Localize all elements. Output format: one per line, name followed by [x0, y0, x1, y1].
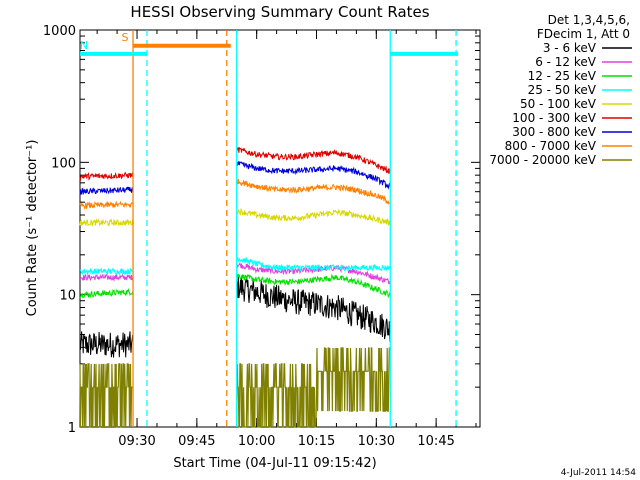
series-line — [79, 331, 134, 358]
y-tick-label: 1000 — [43, 24, 76, 39]
mode-marker-label: N — [80, 39, 88, 52]
series-line — [236, 146, 391, 174]
x-tick-label: 09:30 — [118, 434, 155, 449]
legend-header-line: Det 1,3,4,5,6, — [548, 13, 630, 27]
legend-entry-label: 800 - 7000 keV — [505, 139, 597, 153]
series-line — [236, 160, 391, 190]
x-tick-label: 10:15 — [298, 434, 335, 449]
legend-entry-label: 12 - 25 keV — [528, 69, 597, 83]
legend-header-line: FDecim 1, Att 0 — [537, 27, 630, 41]
series-line — [236, 273, 391, 299]
y-tick-label: 10 — [59, 289, 76, 304]
legend-entry-label: 50 - 100 keV — [520, 97, 597, 111]
series-line — [236, 275, 391, 342]
series-line — [236, 208, 391, 226]
legend-entry-label: 100 - 300 keV — [512, 111, 596, 125]
timestamp: 4-Jul-2011 14:54 — [561, 468, 637, 478]
series-line — [79, 171, 134, 182]
legend-entry-label: 6 - 12 keV — [535, 55, 597, 69]
legend-entry-label: 7000 - 20000 keV — [489, 153, 596, 167]
legend-entry-label: 3 - 6 keV — [543, 41, 597, 55]
chart-title: HESSI Observing Summary Count Rates — [130, 3, 429, 21]
y-tick-label: 1 — [68, 421, 76, 436]
x-tick-label: 09:45 — [178, 434, 215, 449]
x-tick-label: 10:00 — [238, 434, 275, 449]
legend-entry-label: 25 - 50 keV — [528, 83, 597, 97]
legend-entry-label: 300 - 800 keV — [512, 125, 596, 139]
series-line — [236, 261, 391, 285]
x-tick-label: 10:45 — [417, 434, 454, 449]
series-line — [79, 186, 134, 195]
y-axis-label: Count Rate (s⁻¹ detector⁻¹) — [25, 140, 40, 317]
series-line — [79, 363, 133, 428]
series-line — [79, 218, 134, 227]
mode-marker-label: S — [122, 31, 129, 44]
plot-frame — [79, 29, 481, 428]
series-line — [236, 347, 390, 428]
plot-area: 1 10 100 1000 09:30 09:45 10:00 10:15 10:30 10:45… — [43, 24, 481, 449]
x-tick-label: 10:30 — [358, 434, 395, 449]
series-line — [79, 267, 134, 276]
series-line — [236, 256, 391, 273]
series-line — [79, 200, 134, 211]
y-tick-label: 100 — [51, 156, 76, 171]
series-line — [236, 178, 390, 205]
series-line — [79, 273, 134, 282]
x-axis-label: Start Time (04-Jul-11 09:15:42) — [173, 456, 376, 471]
series-line — [79, 288, 134, 299]
